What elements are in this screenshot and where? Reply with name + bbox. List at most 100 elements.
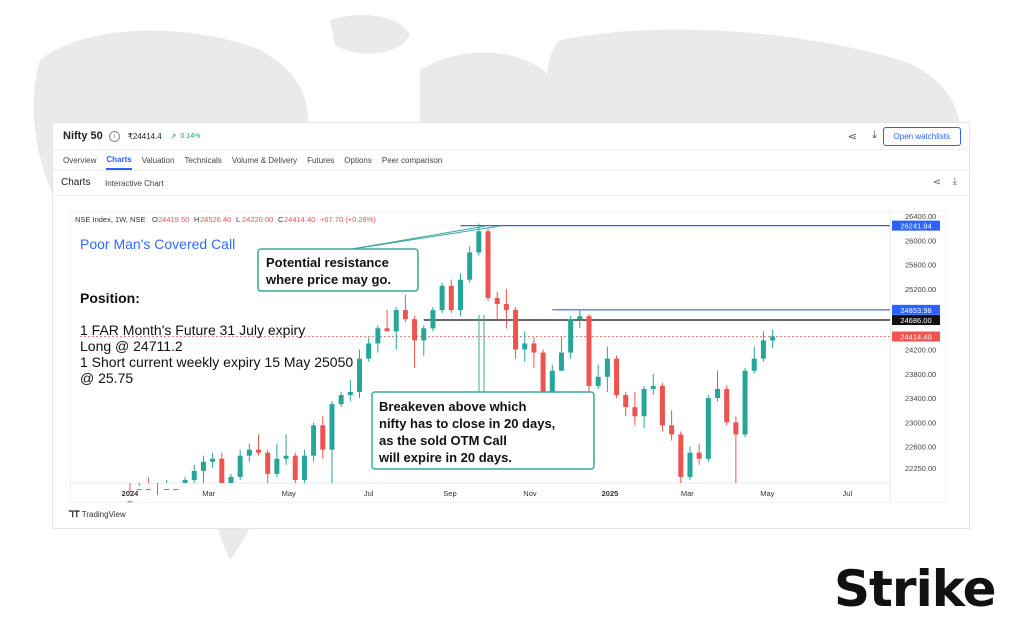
tab-peer-comparison[interactable]: Peer comparison <box>381 155 443 165</box>
candle[interactable] <box>669 410 675 441</box>
candle[interactable] <box>210 452 216 468</box>
candle[interactable] <box>329 401 335 483</box>
candle[interactable] <box>485 228 491 301</box>
candle[interactable] <box>412 316 418 368</box>
candle[interactable] <box>457 273 463 317</box>
candle[interactable] <box>366 337 372 362</box>
candle[interactable] <box>265 449 271 483</box>
tab-options[interactable]: Options <box>344 155 372 165</box>
candle[interactable] <box>687 446 693 480</box>
download-icon[interactable]: ⤓ <box>872 129 877 141</box>
candle[interactable] <box>604 346 610 392</box>
tab-technicals[interactable]: Technicals <box>184 155 222 165</box>
candle[interactable] <box>164 479 170 491</box>
candle[interactable] <box>641 385 647 429</box>
position-line-3: 1 Short current weekly expiry 15 May 250… <box>80 354 353 370</box>
candle-body <box>439 285 445 311</box>
candle[interactable] <box>522 331 528 362</box>
candle[interactable] <box>568 316 574 359</box>
tab-volume-delivery[interactable]: Volume & Delivery <box>231 155 298 165</box>
share-icon[interactable]: ⋖ <box>932 177 941 188</box>
candle[interactable] <box>586 314 592 392</box>
candle[interactable] <box>356 349 362 399</box>
candle[interactable] <box>503 288 509 329</box>
candle[interactable] <box>595 364 601 389</box>
candle[interactable] <box>219 452 225 483</box>
candle[interactable] <box>632 391 638 426</box>
candle-body <box>659 385 665 426</box>
level-label-box <box>892 315 940 326</box>
candle[interactable] <box>375 325 381 353</box>
candle[interactable] <box>274 443 280 477</box>
candle[interactable] <box>439 282 445 314</box>
candle[interactable] <box>430 307 436 332</box>
share-icon[interactable]: ⋖ <box>847 131 857 143</box>
breakeven-callout-line-1: Breakeven above which <box>379 399 526 414</box>
candle[interactable] <box>742 367 748 438</box>
candle[interactable] <box>448 279 454 314</box>
candle[interactable] <box>136 483 142 491</box>
candle[interactable] <box>311 422 317 462</box>
candle[interactable] <box>715 370 721 402</box>
candle[interactable] <box>292 452 298 483</box>
candle[interactable] <box>182 476 188 483</box>
candle[interactable] <box>283 434 289 465</box>
x-tick-label: May <box>760 489 774 498</box>
candle[interactable] <box>531 337 537 368</box>
tab-valuation[interactable]: Valuation <box>141 155 175 165</box>
candle[interactable] <box>513 307 519 359</box>
candle[interactable] <box>402 294 408 323</box>
candle[interactable] <box>301 449 307 483</box>
candle[interactable] <box>393 307 399 350</box>
candle[interactable] <box>751 346 757 374</box>
tab-overview[interactable]: Overview <box>63 155 97 165</box>
chart-info-close-label: C <box>278 215 284 224</box>
candle[interactable] <box>659 382 665 432</box>
candle-body <box>715 388 721 399</box>
candle[interactable] <box>421 325 427 356</box>
candle[interactable] <box>347 379 353 402</box>
candle[interactable] <box>577 310 583 329</box>
candle[interactable] <box>127 483 133 503</box>
candle[interactable] <box>338 391 344 408</box>
download-icon[interactable]: ⤓ <box>952 176 957 187</box>
level-label: 24414.40 <box>900 333 931 342</box>
candle[interactable] <box>760 331 766 362</box>
candle-body <box>522 343 528 350</box>
candle[interactable] <box>733 416 739 483</box>
candle[interactable] <box>705 395 711 462</box>
candle[interactable] <box>696 443 702 465</box>
chart-subheader: Charts Interactive Chart ⋖ ⤓ <box>53 171 969 196</box>
candle[interactable] <box>237 449 243 480</box>
candle[interactable] <box>256 434 262 456</box>
open-watchlists-button[interactable]: Open watchlists <box>882 127 961 146</box>
candle[interactable] <box>320 416 326 459</box>
candle[interactable] <box>173 483 179 491</box>
candle[interactable] <box>678 431 684 483</box>
candle[interactable] <box>246 443 252 462</box>
candle[interactable] <box>650 373 656 396</box>
candle[interactable] <box>467 246 473 283</box>
candle[interactable] <box>145 476 151 491</box>
candle-body <box>145 489 151 491</box>
candle[interactable] <box>724 385 730 426</box>
candle[interactable] <box>623 391 629 417</box>
candle-body <box>292 455 298 480</box>
chart-info-high: 24526.40 <box>200 215 231 224</box>
candle[interactable] <box>614 355 620 399</box>
candle[interactable] <box>558 337 564 371</box>
candle-body <box>256 449 262 453</box>
info-icon[interactable]: i <box>108 130 120 142</box>
candle[interactable] <box>770 329 776 349</box>
candle[interactable] <box>155 483 160 503</box>
tab-charts[interactable]: Charts <box>106 151 132 170</box>
candle[interactable] <box>494 291 500 320</box>
tab-futures[interactable]: Futures <box>307 155 335 165</box>
candle-body <box>320 425 326 450</box>
candle[interactable] <box>384 310 390 332</box>
x-tick-label: Jul <box>843 489 853 498</box>
candle[interactable] <box>200 455 206 483</box>
candle[interactable] <box>228 473 234 483</box>
candle[interactable] <box>191 464 197 483</box>
